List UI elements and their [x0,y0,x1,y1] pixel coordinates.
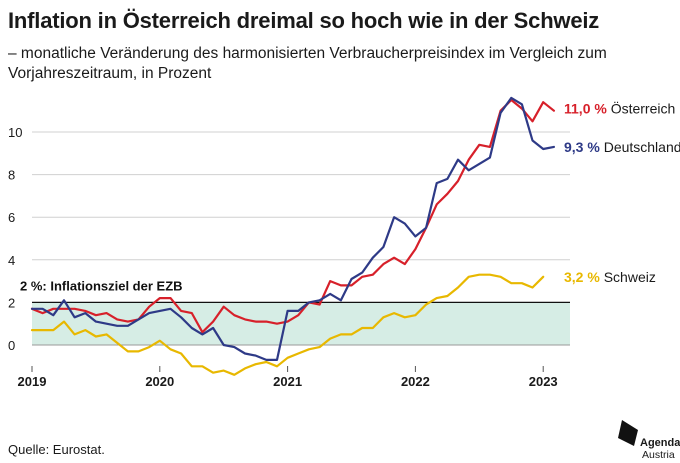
logo-text-2: Austria [642,449,675,461]
source-note: Quelle: Eurostat. [8,442,105,457]
y-tick-label: 0 [8,338,15,353]
y-tick-label: 2 [8,295,15,310]
chart-title: Inflation in Österreich dreimal so hoch … [8,8,600,33]
x-tick-label: 2019 [18,374,47,389]
series-line-österreich [30,98,556,334]
y-tick-label: 6 [8,210,15,225]
y-tick-label: 4 [8,253,15,268]
end-label-schweiz: 3,2 % Schweiz [564,269,656,285]
series-line-schweiz [30,273,545,376]
target-band-label: 2 %: Inflationsziel der EZB [20,278,183,293]
y-tick-label: 10 [8,125,22,140]
series-lines [30,96,556,376]
end-labels: 11,0 % Österreich 9,3 % Deutschland 3,2 % … [564,100,680,285]
target-band: 2 %: Inflationsziel der EZB [20,278,570,345]
logo-icon [618,420,638,446]
end-label-deutschland: 9,3 % Deutschland [564,139,680,155]
series-line-deutschland [30,96,556,361]
end-label-österreich: 11,0 % Österreich [564,100,675,117]
x-tick-label: 2020 [145,374,174,389]
x-axis: 2019 2020 2021 2022 2023 [18,366,558,389]
logo-text-1: Agenda [640,437,680,449]
agenda-austria-logo: Agenda Austria [614,414,680,462]
y-axis: 0 2 4 6 8 10 [8,125,22,353]
x-tick-label: 2023 [529,374,558,389]
chart-subtitle: – monatliche Veränderung des harmonisier… [8,45,607,82]
grid [32,131,570,346]
x-tick-label: 2022 [401,374,430,389]
x-tick-label: 2021 [273,374,302,389]
y-tick-label: 8 [8,168,15,183]
line-chart: 2 %: Inflationsziel der EZB 0 2 4 6 8 10 2019… [8,96,680,389]
